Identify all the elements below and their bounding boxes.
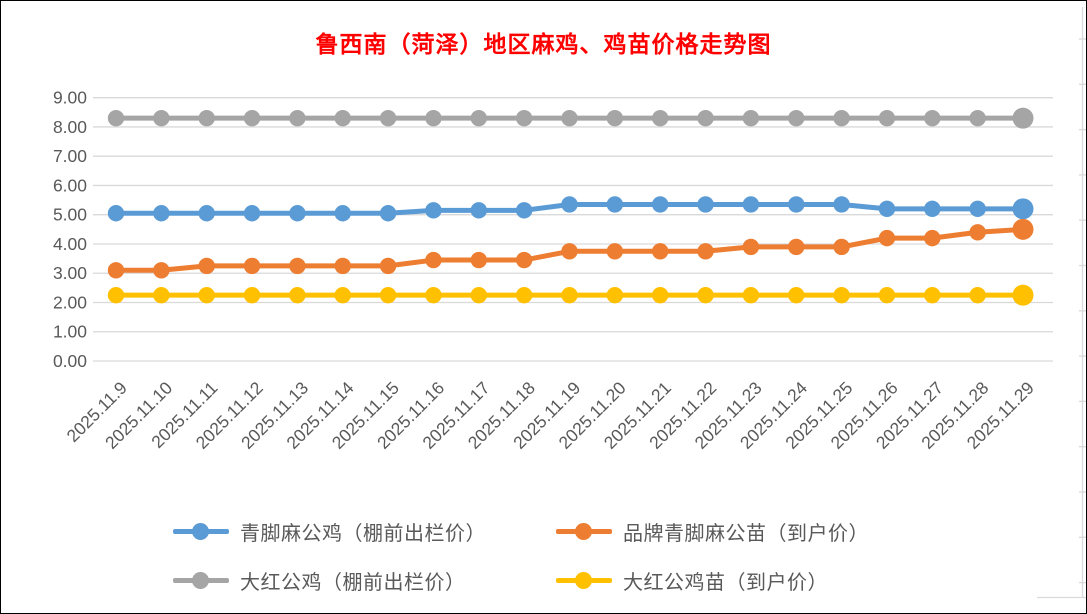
data-point-s2-p10 [561,109,578,127]
data-point-s0-p0 [107,205,125,222]
data-point-s0-p3 [243,205,261,222]
data-point-s0-p11 [606,196,624,213]
data-point-s0-p17 [878,200,896,218]
data-point-s2-p2 [198,109,215,127]
data-point-s2-p0 [107,109,125,127]
data-point-s1-p12 [652,243,669,260]
data-point-s0-p1 [153,205,170,222]
data-point-s1-p20 [1012,218,1034,240]
data-point-s0-p7 [425,202,442,219]
data-point-s3-p11 [606,286,624,304]
data-point-s3-p1 [153,286,170,304]
data-point-s1-p7 [425,251,442,269]
data-point-s0-p2 [198,205,215,222]
data-point-s1-p14 [742,238,760,256]
data-point-s2-p6 [379,109,397,127]
data-point-s2-p19 [969,109,986,127]
data-point-s1-p19 [969,224,986,241]
data-point-s0-p18 [924,200,941,218]
data-point-s3-p9 [515,286,533,304]
data-point-s3-p3 [243,286,261,304]
data-point-s1-p15 [788,238,805,256]
data-point-s2-p1 [153,109,170,127]
data-point-s1-p16 [833,238,850,256]
data-point-s0-p6 [379,205,397,222]
data-point-s2-p7 [425,109,442,127]
data-point-s0-p14 [742,196,760,213]
y-axis-tick-label: 0.00 [53,351,87,371]
data-point-s2-p5 [334,109,351,127]
data-point-s3-p10 [561,286,578,304]
data-point-s0-p16 [833,196,850,213]
data-point-s1-p6 [379,257,397,275]
data-point-s3-p5 [334,286,351,304]
data-point-s3-p18 [924,286,941,304]
y-axis-tick-label: 3.00 [53,263,87,283]
y-axis-tick-label: 6.00 [53,175,87,195]
data-point-s3-p12 [652,286,669,304]
data-point-s3-p13 [697,286,714,304]
data-point-s2-p9 [515,109,533,127]
data-point-s0-p10 [561,196,578,213]
chart-title: 鲁西南（菏泽）地区麻鸡、鸡苗价格走势图 [315,31,772,58]
data-point-s2-p3 [243,109,261,127]
y-axis-tick-label: 8.00 [53,117,87,137]
y-axis-tick-label: 2.00 [53,292,87,312]
data-point-s2-p16 [833,109,850,127]
data-point-s3-p6 [379,286,397,304]
data-point-s1-p17 [878,229,896,247]
data-point-s1-p4 [289,257,306,275]
data-point-s3-p8 [470,286,487,304]
data-point-s2-p15 [788,109,805,127]
data-point-s1-p2 [198,257,215,275]
y-axis-tick-label: 9.00 [53,88,87,108]
data-point-s0-p8 [470,202,487,219]
data-point-s3-p17 [878,286,896,304]
data-point-s0-p19 [969,200,986,218]
data-point-s2-p17 [878,109,896,127]
data-point-s3-p16 [833,286,850,304]
data-point-s2-p14 [742,109,760,127]
data-point-s2-p8 [470,109,487,127]
data-point-s2-p12 [652,109,669,127]
data-point-s3-p2 [198,286,215,304]
data-point-s2-p18 [924,109,941,127]
data-point-s1-p11 [606,243,624,260]
data-point-s0-p15 [788,196,805,213]
y-axis-tick-label: 5.00 [53,205,87,225]
data-point-s1-p18 [924,229,941,247]
data-point-s2-p20 [1012,107,1034,129]
data-point-s3-p15 [788,286,805,304]
data-point-s3-p7 [425,286,442,304]
y-axis-tick-label: 1.00 [53,322,87,342]
data-point-s0-p5 [334,205,351,222]
data-point-s0-p4 [289,205,306,222]
data-point-s0-p12 [652,196,669,213]
data-point-s1-p0 [107,262,125,279]
data-point-s2-p13 [697,109,714,127]
y-axis-tick-label: 4.00 [53,234,87,254]
data-point-s3-p4 [289,286,306,304]
data-point-s1-p10 [561,243,578,260]
data-point-s2-p4 [289,109,306,127]
data-point-s3-p14 [742,286,760,304]
data-point-s1-p5 [334,257,351,275]
data-point-s1-p13 [697,243,714,260]
data-point-s0-p20 [1012,198,1034,220]
data-point-s1-p9 [515,251,533,269]
data-point-s3-p19 [969,286,986,304]
data-point-s2-p11 [606,109,624,127]
data-point-s1-p3 [243,257,261,275]
data-point-s1-p8 [470,251,487,269]
y-axis-tick-label: 7.00 [53,146,87,166]
data-point-s0-p9 [515,202,533,219]
data-point-s1-p1 [153,262,170,279]
data-point-s3-p0 [107,286,125,304]
data-point-s3-p20 [1012,284,1034,306]
data-point-s0-p13 [697,196,714,213]
